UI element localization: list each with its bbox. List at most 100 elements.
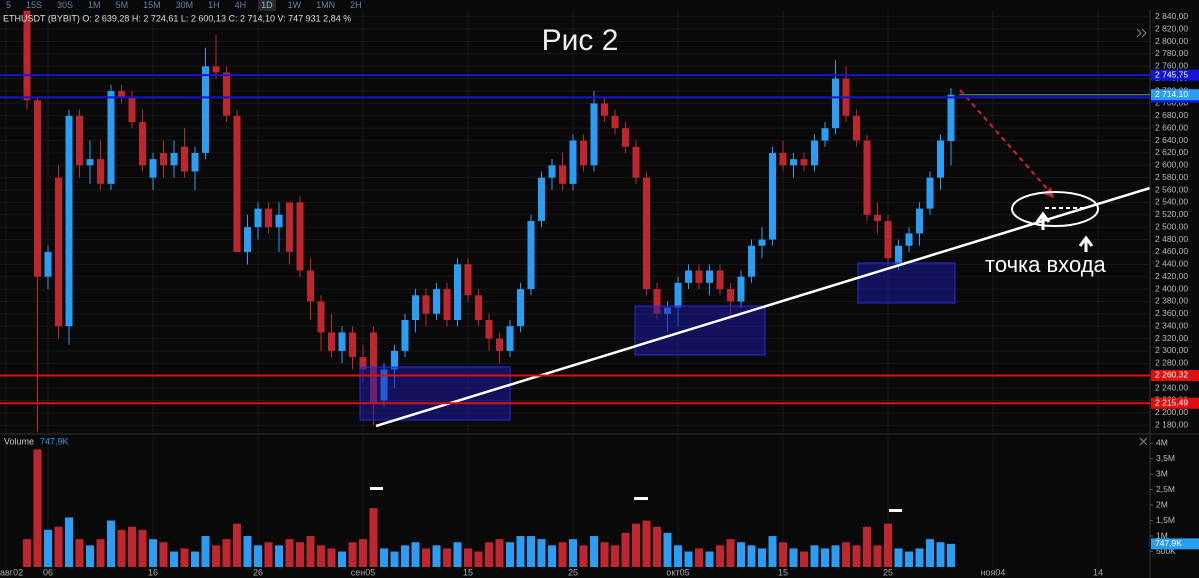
volume-bar <box>338 551 346 567</box>
interval-button[interactable]: 5M <box>115 0 129 10</box>
interval-button[interactable]: 2H <box>350 0 362 10</box>
volume-bar <box>884 523 892 567</box>
volume-bar <box>411 542 420 567</box>
candle-body <box>391 350 398 370</box>
collapse-icon[interactable] <box>1136 28 1147 38</box>
ohlc-header: ETHUSDT (BYBIT) O: 2 639,28 H: 2 724,61 … <box>3 13 351 23</box>
volume-bar <box>296 542 304 567</box>
candle-body <box>86 159 94 166</box>
volume-bar <box>537 539 546 567</box>
candle-body <box>296 202 304 271</box>
annotation: точка входа <box>985 252 1107 277</box>
level-label: 2 745,75 <box>1155 69 1188 79</box>
volume-bar <box>789 548 798 567</box>
candle-body <box>170 152 178 166</box>
x-tick-label: 25 <box>568 567 578 577</box>
volume-bar <box>54 526 63 567</box>
volume-tick-label: 2M <box>1156 499 1168 509</box>
candle-body <box>475 295 482 321</box>
volume-bar <box>810 545 819 567</box>
candle-body <box>947 94 955 142</box>
interval-button[interactable]: 30M <box>175 0 194 10</box>
level-label-bg <box>1151 369 1199 381</box>
volume-bar <box>506 542 514 567</box>
volume-tick-label: 500K <box>1156 546 1176 556</box>
interval-button[interactable]: 5 <box>6 0 12 10</box>
interval-button[interactable]: 15S <box>26 0 43 10</box>
volume-bar <box>222 539 231 567</box>
volume-bar <box>401 545 409 567</box>
candle-body <box>706 270 713 283</box>
candle-body <box>590 103 598 166</box>
x-tick-label: 15 <box>463 567 473 577</box>
interval-button[interactable]: 1H <box>208 0 220 10</box>
volume-bar <box>579 545 588 567</box>
volume-bar <box>705 551 714 567</box>
volume-bar <box>264 542 273 567</box>
interval-button[interactable]: 1W <box>287 0 302 10</box>
candle-body <box>863 140 871 215</box>
volume-bar <box>453 542 462 567</box>
candle-body <box>160 152 167 166</box>
volume-bar <box>863 526 871 567</box>
volume-bar <box>558 542 567 567</box>
candle-body <box>65 115 73 327</box>
volume-bar <box>422 548 430 567</box>
x-tick-label: 26 <box>253 567 263 577</box>
volume-bar <box>852 545 861 567</box>
volume-bar <box>474 551 483 567</box>
candle-body <box>233 115 241 252</box>
candle-body <box>559 165 566 184</box>
volume-bar <box>653 526 661 567</box>
candle-body <box>905 233 913 246</box>
candle-body <box>506 326 514 351</box>
candle-body <box>517 289 524 327</box>
y-tick-label: 2 380,00 <box>1155 296 1188 306</box>
candle-body <box>265 208 272 228</box>
volume-bar <box>65 517 73 567</box>
interval-button[interactable]: 15M <box>143 0 161 10</box>
volume-bar <box>716 545 724 567</box>
volume-bar <box>159 542 168 567</box>
interval-toolbar: 5 15S 30S 1M 5M 15M 30M 1H 4H 1D 1W 1MN 2H <box>0 0 365 11</box>
up-arrow <box>1035 211 1051 230</box>
candle-body <box>611 115 619 129</box>
volume-bar <box>873 545 882 567</box>
last-volume-bg <box>1151 538 1199 550</box>
candle-body <box>181 146 188 172</box>
candle-body <box>874 214 881 221</box>
volume-bar <box>590 536 598 567</box>
interval-button[interactable]: 1MN <box>316 0 336 10</box>
candle-body <box>853 115 860 141</box>
volume-bar <box>684 551 693 567</box>
x-tick-label: авг02 <box>0 567 23 577</box>
volume-bar <box>726 539 735 567</box>
candle-body <box>884 221 892 259</box>
candle-body <box>23 10 31 101</box>
volume-bar <box>926 539 934 567</box>
volume-bar <box>464 548 472 567</box>
candle-body <box>527 221 535 290</box>
interval-button[interactable]: 1M <box>88 0 101 10</box>
y-tick-label: 2 560,00 <box>1155 184 1188 194</box>
volume-bar <box>149 539 157 567</box>
volume-bar <box>23 539 31 567</box>
candle-body <box>307 270 314 302</box>
volume-bar <box>768 536 777 567</box>
volume-bar <box>611 545 619 567</box>
interval-button[interactable]: 4H <box>234 0 247 10</box>
volume-bar <box>569 539 577 567</box>
volume-bar <box>915 548 924 567</box>
y-tick-label: 2 400,00 <box>1155 283 1188 293</box>
candle-body <box>433 289 440 314</box>
y-tick-label: 2 500,00 <box>1155 221 1188 231</box>
x-tick-label: 25 <box>883 567 893 577</box>
interval-button[interactable]: 1D <box>258 0 276 11</box>
zone-box <box>857 262 956 304</box>
volume-bar <box>842 542 850 567</box>
close-icon[interactable] <box>1139 437 1148 446</box>
volume-bar <box>317 545 325 567</box>
interval-button[interactable]: 30S <box>57 0 74 10</box>
candle-body <box>223 72 230 116</box>
